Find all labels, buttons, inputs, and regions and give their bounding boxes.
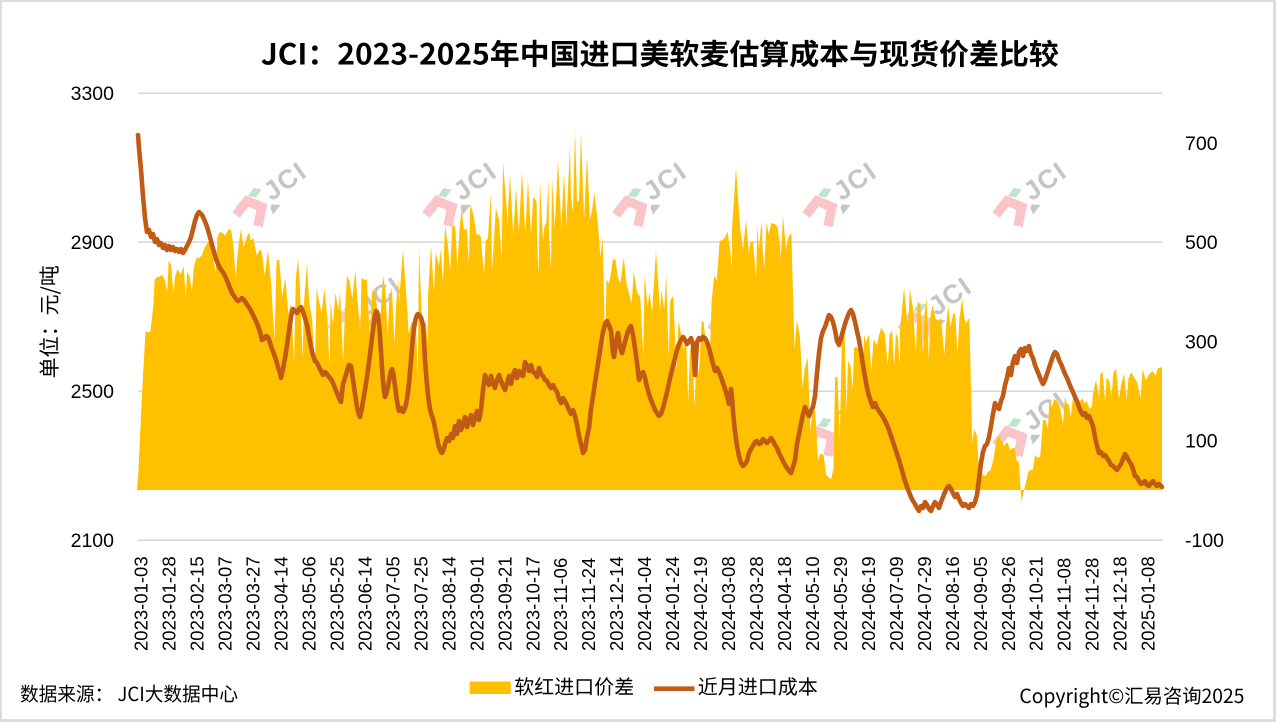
svg-text:2023-01-28: 2023-01-28 [159,556,180,651]
svg-text:2024-01-24: 2024-01-24 [662,556,683,651]
svg-text:2024-05-10: 2024-05-10 [802,556,823,651]
svg-text:2023-07-05: 2023-07-05 [382,556,403,651]
svg-text:2024-07-09: 2024-07-09 [886,556,907,651]
svg-text:2024-09-26: 2024-09-26 [998,556,1019,651]
svg-text:2024-03-08: 2024-03-08 [718,556,739,651]
svg-text:2023-05-25: 2023-05-25 [327,556,348,651]
svg-text:2023-06-14: 2023-06-14 [355,556,376,651]
svg-text:2023-11-24: 2023-11-24 [578,558,599,651]
svg-text:2023-07-25: 2023-07-25 [410,556,431,651]
svg-text:2024-02-19: 2024-02-19 [690,556,711,651]
svg-text:2023-04-14: 2023-04-14 [271,556,292,651]
svg-text:2024-11-08: 2024-11-08 [1054,558,1075,651]
svg-text:2024-05-29: 2024-05-29 [830,556,851,651]
svg-text:2023-02-15: 2023-02-15 [187,556,208,651]
svg-text:2023-05-06: 2023-05-06 [299,556,320,651]
svg-text:2023-01-03: 2023-01-03 [131,556,152,651]
svg-text:2023-03-07: 2023-03-07 [215,556,236,651]
svg-text:3300: 3300 [71,83,115,105]
svg-text:2024-01-04: 2024-01-04 [634,556,655,651]
svg-text:500: 500 [1185,232,1218,254]
svg-text:100: 100 [1185,431,1218,453]
svg-text:2024-03-28: 2024-03-28 [746,556,767,651]
svg-text:2100: 2100 [71,530,115,552]
svg-text:700: 700 [1185,133,1218,155]
svg-text:2900: 2900 [71,232,115,254]
svg-text:2023-11-06: 2023-11-06 [550,558,571,651]
svg-text:2024-12-18: 2024-12-18 [1110,556,1131,651]
svg-text:2024-10-21: 2024-10-21 [1026,556,1047,651]
svg-text:2023-09-21: 2023-09-21 [494,556,515,651]
svg-text:2024-09-05: 2024-09-05 [970,556,991,651]
svg-text:2024-07-29: 2024-07-29 [914,556,935,651]
svg-text:2025-01-08: 2025-01-08 [1138,556,1159,651]
svg-text:2023-12-14: 2023-12-14 [606,556,627,651]
svg-text:2023-08-14: 2023-08-14 [438,556,459,651]
svg-text:300: 300 [1185,332,1218,354]
svg-text:2500: 2500 [71,381,115,403]
svg-text:2024-06-19: 2024-06-19 [858,556,879,651]
svg-text:2024-11-28: 2024-11-28 [1082,558,1103,651]
svg-text:2023-10-17: 2023-10-17 [522,556,543,651]
svg-text:2023-03-27: 2023-03-27 [243,556,264,651]
svg-text:-100: -100 [1185,530,1224,552]
svg-text:2024-08-16: 2024-08-16 [942,556,963,651]
svg-text:2024-04-18: 2024-04-18 [774,556,795,651]
svg-text:2023-09-01: 2023-09-01 [466,556,487,651]
